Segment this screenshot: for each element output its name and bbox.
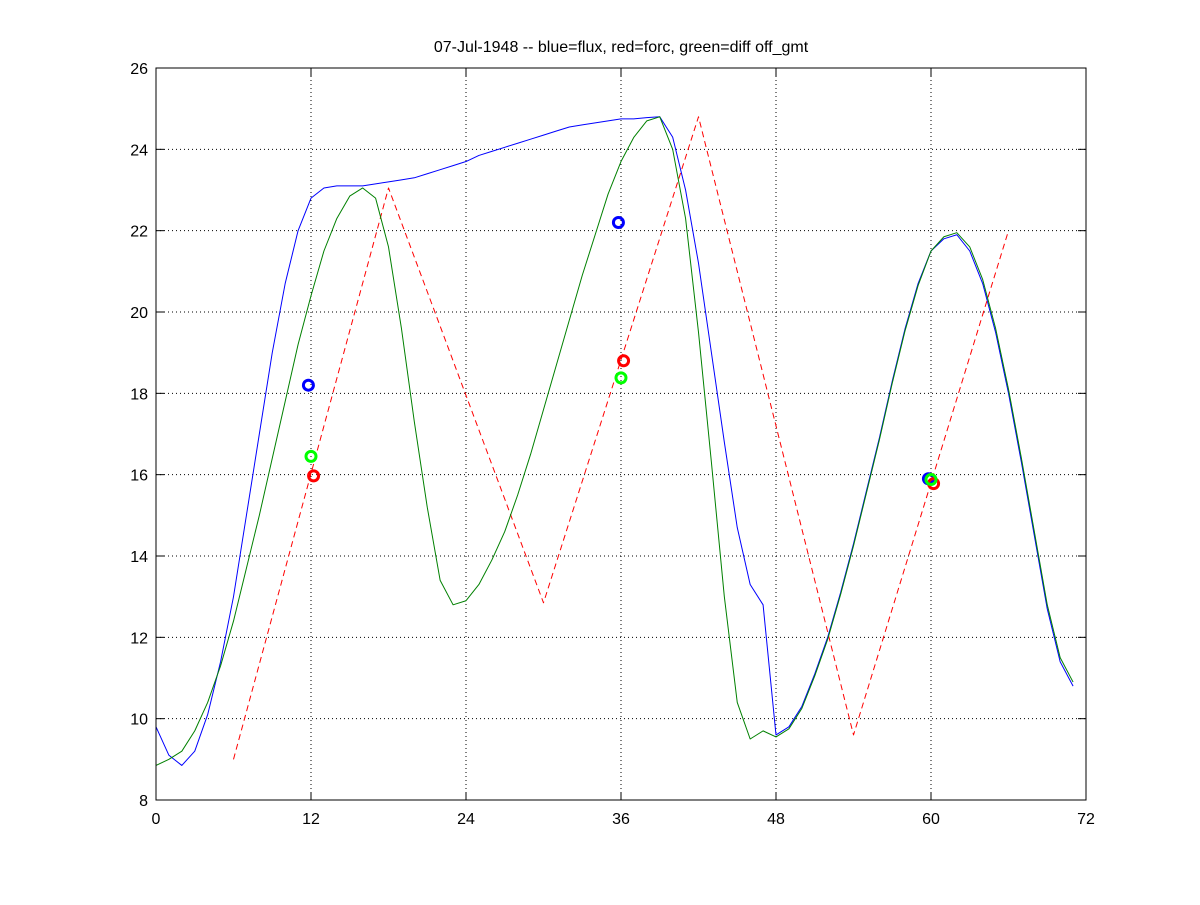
y-tick-label: 8 bbox=[139, 793, 148, 810]
y-tick-label: 14 bbox=[130, 549, 148, 566]
x-tick-label: 72 bbox=[1077, 811, 1095, 828]
chart-title: 07-Jul-1948 -- blue=flux, red=forc, gree… bbox=[434, 39, 809, 56]
series-line-0 bbox=[155, 116, 1074, 766]
y-tick-label: 12 bbox=[130, 630, 148, 647]
y-tick-label: 10 bbox=[130, 712, 148, 729]
y-tick-label: 18 bbox=[130, 386, 148, 403]
data-marker bbox=[307, 469, 321, 483]
data-marker bbox=[617, 354, 631, 368]
y-tick-label: 22 bbox=[130, 224, 148, 241]
grid bbox=[156, 68, 1086, 800]
data-marker bbox=[924, 473, 938, 487]
x-tick-label: 24 bbox=[457, 811, 475, 828]
x-tick-label: 48 bbox=[767, 811, 785, 828]
y-tick-label: 24 bbox=[130, 142, 148, 159]
series-layer bbox=[155, 116, 1074, 766]
x-tick-label: 36 bbox=[612, 811, 630, 828]
y-tick-label: 26 bbox=[130, 61, 148, 78]
series-line-2 bbox=[155, 116, 1074, 766]
data-marker bbox=[301, 378, 315, 392]
marker-layer bbox=[301, 216, 941, 491]
data-marker bbox=[614, 371, 628, 385]
data-marker bbox=[611, 216, 625, 230]
x-tick-label: 60 bbox=[922, 811, 940, 828]
y-tick-label: 20 bbox=[130, 305, 148, 322]
y-tick-label: 16 bbox=[130, 468, 148, 485]
axes bbox=[155, 67, 1087, 801]
data-marker bbox=[304, 449, 318, 463]
x-tick-label: 12 bbox=[302, 811, 320, 828]
series-line-1 bbox=[233, 116, 1009, 760]
x-tick-label: 0 bbox=[152, 811, 161, 828]
tick-labels: 0 12 24 36 48 60 72 8 10 12 14 16 18 20 22 24 26 bbox=[130, 61, 1095, 828]
